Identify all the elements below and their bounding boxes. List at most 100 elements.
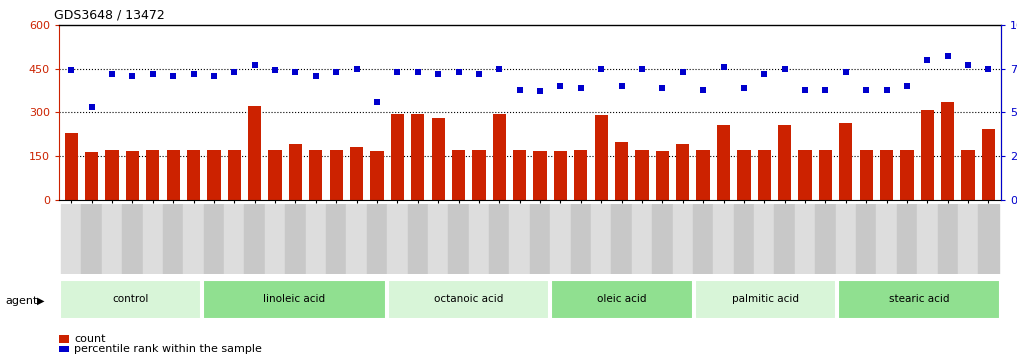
Bar <box>917 204 938 274</box>
Bar <box>370 151 383 200</box>
Point <box>266 68 283 73</box>
Bar <box>534 151 547 200</box>
Bar <box>428 204 448 274</box>
Bar <box>672 204 693 274</box>
Bar <box>102 204 122 274</box>
Bar <box>758 150 771 200</box>
Text: control: control <box>113 295 148 304</box>
Bar <box>798 150 812 200</box>
Text: stearic acid: stearic acid <box>889 295 949 304</box>
Bar <box>795 204 816 274</box>
Bar <box>856 204 877 274</box>
Point <box>165 73 181 79</box>
Bar <box>737 150 751 200</box>
Bar <box>961 150 974 200</box>
Text: palmitic acid: palmitic acid <box>732 295 798 304</box>
Bar <box>268 150 282 200</box>
Bar <box>615 142 629 200</box>
Bar <box>350 147 363 200</box>
Bar <box>920 110 934 200</box>
Point <box>960 62 976 68</box>
Bar <box>839 122 852 200</box>
Bar <box>248 106 261 200</box>
Point <box>349 66 365 72</box>
FancyBboxPatch shape <box>60 280 201 319</box>
Bar <box>510 204 530 274</box>
Bar <box>978 204 999 274</box>
Point <box>777 66 793 72</box>
Point <box>715 64 731 70</box>
Bar <box>595 115 608 200</box>
Text: oleic acid: oleic acid <box>597 295 647 304</box>
Bar <box>309 150 322 200</box>
Bar <box>411 114 424 200</box>
Point <box>491 66 507 72</box>
Point <box>328 69 345 75</box>
Bar <box>676 144 690 200</box>
Bar <box>81 204 102 274</box>
Bar <box>938 204 958 274</box>
Bar <box>492 114 505 200</box>
Bar <box>431 118 444 200</box>
Point <box>980 66 997 72</box>
Point <box>83 104 100 110</box>
Bar <box>550 204 571 274</box>
Bar <box>778 125 791 200</box>
Bar <box>452 150 465 200</box>
Bar <box>530 204 550 274</box>
Point <box>858 87 875 92</box>
Text: agent: agent <box>5 296 38 306</box>
Bar <box>387 204 408 274</box>
Bar <box>306 204 326 274</box>
Point <box>818 87 834 92</box>
Bar <box>489 204 510 274</box>
Bar <box>697 150 710 200</box>
Point <box>430 71 446 77</box>
Bar <box>85 153 99 200</box>
Point <box>104 71 120 77</box>
Bar <box>816 204 836 274</box>
Bar <box>207 150 221 200</box>
Point <box>308 73 324 79</box>
Bar <box>142 204 163 274</box>
Bar <box>289 144 302 200</box>
Bar <box>228 150 241 200</box>
Point <box>124 73 140 79</box>
Point <box>838 69 854 75</box>
Point <box>797 87 814 92</box>
Bar <box>713 204 733 274</box>
Point <box>634 66 650 72</box>
Point <box>205 73 222 79</box>
Bar <box>717 125 730 200</box>
Bar <box>897 204 917 274</box>
Point <box>919 57 936 63</box>
Bar <box>656 151 669 200</box>
Point <box>899 83 915 89</box>
Bar <box>632 204 652 274</box>
Point <box>185 71 201 77</box>
Point <box>246 62 262 68</box>
Bar <box>819 150 832 200</box>
Bar <box>575 150 588 200</box>
Text: GDS3648 / 13472: GDS3648 / 13472 <box>54 9 165 22</box>
Bar <box>347 204 367 274</box>
Bar <box>754 204 775 274</box>
Bar <box>636 150 649 200</box>
Bar <box>244 204 264 274</box>
Bar <box>611 204 632 274</box>
Point <box>144 71 161 77</box>
Point <box>654 85 670 91</box>
Bar <box>183 204 203 274</box>
Bar <box>163 204 183 274</box>
FancyBboxPatch shape <box>203 280 385 319</box>
Bar <box>900 150 913 200</box>
Bar <box>65 133 78 200</box>
Bar <box>941 102 954 200</box>
Point <box>390 69 406 75</box>
Bar <box>391 114 404 200</box>
Bar <box>733 204 754 274</box>
Point <box>451 69 467 75</box>
Point <box>573 85 589 91</box>
FancyBboxPatch shape <box>695 280 836 319</box>
FancyBboxPatch shape <box>387 280 549 319</box>
